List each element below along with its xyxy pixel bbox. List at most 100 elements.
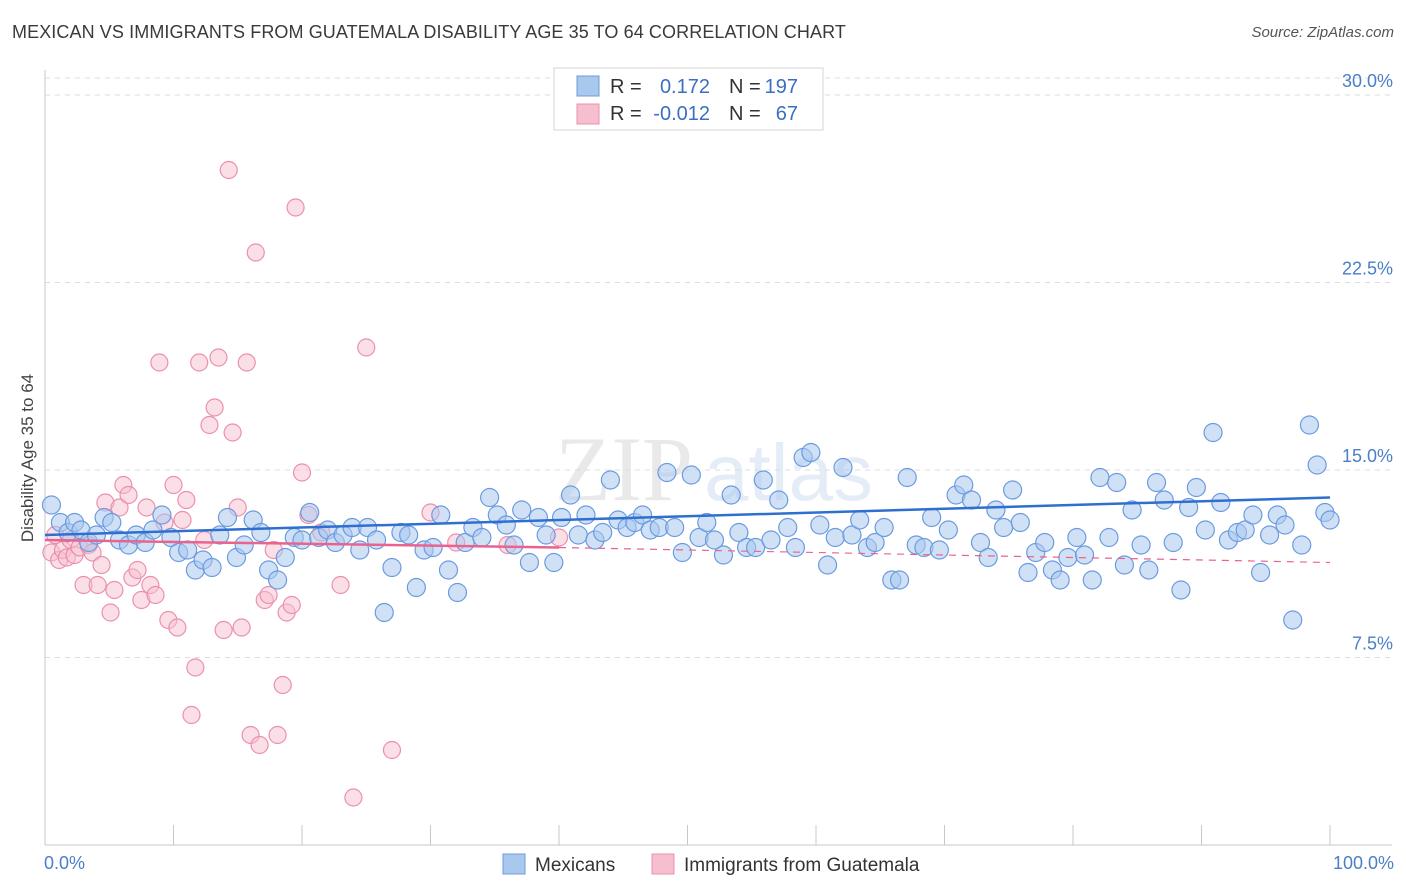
mexicans-point-106 — [897, 467, 917, 488]
guatemala-point-18 — [119, 485, 138, 505]
mexicans-point-134 — [1122, 500, 1142, 520]
mexicans-point-8 — [102, 512, 122, 533]
mexicans-point-129 — [1082, 570, 1102, 590]
mexicans-point-66 — [576, 505, 596, 525]
y-tick-label-2: 22.5% — [1342, 259, 1393, 279]
mexicans-point-41 — [374, 602, 394, 623]
trend-lines — [44, 496, 1331, 564]
mexicans-point-95 — [810, 515, 830, 535]
mexicans-point-17 — [178, 540, 198, 560]
mexicans-point-58 — [512, 500, 532, 520]
mexicans-point-111 — [938, 520, 958, 540]
guatemala-point-47 — [250, 735, 269, 755]
mexicans-point-24 — [234, 535, 254, 555]
mexicans-point-155 — [1292, 535, 1312, 555]
y-tick-label-1: 15.0% — [1342, 446, 1393, 466]
mexicans-trend-line — [44, 496, 1331, 537]
mexicans-point-121 — [1018, 562, 1038, 583]
mexicans-point-144 — [1203, 422, 1223, 443]
mexicans-point-79 — [681, 465, 701, 485]
mexicans-point-127 — [1067, 527, 1087, 548]
mexicans-point-137 — [1146, 472, 1167, 493]
mexicans-point-123 — [1035, 532, 1055, 553]
legend-r-label-0: R = — [610, 76, 642, 98]
mexicans-point-159 — [1320, 510, 1340, 530]
guatemala-point-43 — [232, 618, 251, 637]
mexicans-point-96 — [817, 555, 838, 575]
mexicans-point-114 — [961, 490, 982, 510]
mexicans-point-132 — [1107, 472, 1127, 493]
mexicans-point-54 — [480, 487, 500, 508]
mexicans-point-22 — [217, 507, 238, 528]
mexicans-point-131 — [1099, 527, 1119, 548]
guatemala-point-25 — [150, 353, 169, 372]
mexicans-point-150 — [1251, 562, 1271, 583]
mexicans-point-42 — [382, 557, 402, 578]
mexicans-point-61 — [536, 525, 556, 545]
guatemala-point-15 — [105, 580, 124, 600]
guatemala-trend-line — [44, 538, 560, 549]
guatemala-point-40 — [219, 160, 238, 180]
mexicans-point-98 — [833, 457, 853, 478]
mexicans-point-116 — [978, 547, 998, 568]
mexicans-point-0 — [41, 495, 62, 515]
x-tick-label-max: 100.0% — [1333, 853, 1394, 873]
mexicans-point-49 — [438, 560, 459, 580]
guatemala-point-31 — [177, 490, 196, 510]
guatemala-point-52 — [273, 675, 292, 695]
guatemala-point-29 — [168, 618, 187, 637]
mexicans-point-32 — [300, 502, 320, 523]
mexicans-point-117 — [986, 500, 1006, 520]
legend-swatch-guatemala — [576, 103, 600, 125]
mexicans-point-151 — [1260, 525, 1280, 545]
mexicans-point-92 — [785, 537, 806, 558]
legend-n-value-1: 67 — [776, 103, 798, 125]
source-label: Source: ZipAtlas.com — [1251, 24, 1394, 41]
mexicans-point-76 — [657, 462, 677, 483]
guatemala-point-60 — [344, 788, 363, 807]
axes — [44, 70, 1392, 846]
guatemala-point-22 — [137, 498, 156, 517]
mexicans-point-62 — [544, 552, 564, 573]
mexicans-point-97 — [825, 527, 845, 548]
mexicans-point-153 — [1275, 515, 1295, 535]
mexicans-point-69 — [600, 470, 621, 490]
guatemala-trend-extension — [558, 546, 1331, 564]
legend-n-label-0: N = — [729, 76, 761, 98]
guatemala-point-41 — [223, 423, 242, 442]
legend-r-label-1: R = — [610, 103, 642, 125]
watermark: ZIP atlas — [555, 418, 873, 520]
guatemala-point-54 — [282, 595, 301, 615]
mexicans-point-81 — [697, 512, 717, 533]
guatemala-point-11 — [88, 575, 107, 595]
mexicans-point-130 — [1090, 467, 1110, 488]
bottom-legend-label-guatemala: Immigrants from Guatemala — [684, 855, 920, 876]
mexicans-point-40 — [366, 530, 387, 550]
chart-title: MEXICAN VS IMMIGRANTS FROM GUATEMALA DIS… — [12, 22, 846, 42]
mexicans-point-90 — [769, 490, 789, 510]
mexicans-point-143 — [1195, 520, 1215, 540]
legend-r-value-0: 0.172 — [660, 76, 710, 98]
mexicans-point-135 — [1131, 535, 1151, 555]
guatemala-point-56 — [292, 463, 312, 482]
x-ticks — [44, 825, 1331, 845]
x-tick-label-min: 0.0% — [44, 853, 85, 873]
mexicans-point-145 — [1211, 492, 1231, 513]
guatemala-point-32 — [182, 705, 201, 725]
mexicans-point-59 — [519, 552, 540, 573]
guatemala-point-51 — [268, 725, 287, 745]
legend: R = 0.172 N = 197 R = -0.012 N = 67 — [553, 67, 824, 131]
mexicans-point-26 — [251, 522, 271, 543]
mexicans-point-94 — [801, 442, 821, 463]
guatemala-point-14 — [101, 603, 120, 622]
mexicans-point-28 — [267, 570, 288, 590]
mexicans-point-73 — [632, 505, 653, 525]
guatemala-point-46 — [246, 243, 265, 262]
mexicans-point-115 — [970, 532, 991, 553]
mexicans-point-156 — [1299, 415, 1320, 435]
mexicans-point-50 — [447, 582, 468, 603]
mexicans-point-65 — [568, 525, 588, 545]
mexicans-point-68 — [593, 522, 613, 543]
mexicans-point-154 — [1283, 610, 1303, 630]
